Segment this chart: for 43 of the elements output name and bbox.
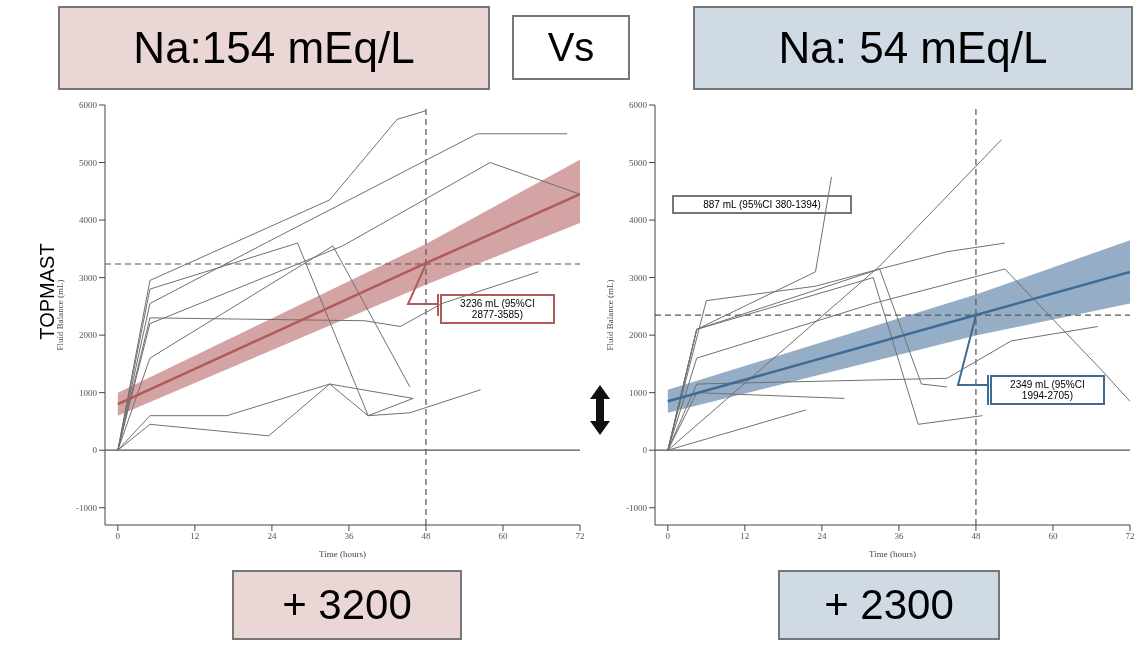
x-axis-title: Time (hours) <box>319 549 366 559</box>
annotation: 3236 mL (95%CI 2877-3585) <box>439 294 555 325</box>
x-tick-label: 24 <box>267 531 277 542</box>
y-tick-label: 5000 <box>629 157 648 168</box>
text: Vs <box>512 15 630 80</box>
x-tick-label: 12 <box>740 531 750 542</box>
y-tick-label: 6000 <box>629 100 648 111</box>
y-tick-label: -1000 <box>76 502 98 513</box>
y-tick-label: 0 <box>642 445 648 456</box>
y-tick-label: 1000 <box>79 387 98 398</box>
y-tick-label: 4000 <box>79 215 98 226</box>
x-tick-label: 24 <box>817 531 827 542</box>
y-tick-label: 1000 <box>629 387 648 398</box>
y-tick-label: 3000 <box>79 272 98 283</box>
y-tick-label: 5000 <box>79 157 98 168</box>
x-axis-title: Time (hours) <box>869 549 916 559</box>
x-tick-label: 72 <box>575 531 585 542</box>
text: + 3200 <box>232 570 462 640</box>
y-tick-label: 6000 <box>79 100 98 111</box>
text: TOPMAST <box>35 242 58 340</box>
x-tick-label: 60 <box>1048 531 1058 542</box>
y-tick-label: 4000 <box>629 215 648 226</box>
y-tick-label: 2000 <box>629 330 648 341</box>
x-tick-label: 12 <box>190 531 200 542</box>
x-tick-label: 48 <box>971 531 981 542</box>
x-tick-label: 0 <box>665 531 671 542</box>
chart-title: Na: 54 mEq/L <box>693 6 1133 90</box>
x-tick-label: 0 <box>115 531 121 542</box>
y-tick-label: 0 <box>92 445 98 456</box>
x-tick-label: 36 <box>344 531 354 542</box>
x-tick-label: 72 <box>1125 531 1135 542</box>
text: + 2300 <box>778 570 1000 640</box>
y-axis-title: Fluid Balance (mL) <box>55 279 66 351</box>
x-tick-label: 36 <box>894 531 904 542</box>
annotation: 887 mL (95%CI 380-1394) <box>672 195 852 214</box>
annotation: 2349 mL (95%CI 1994-2705) <box>989 375 1105 406</box>
chart-title: Na:154 mEq/L <box>58 6 490 90</box>
y-tick-label: 3000 <box>629 272 648 283</box>
x-tick-label: 60 <box>498 531 508 542</box>
y-tick-label: 2000 <box>79 330 98 341</box>
y-tick-label: -1000 <box>626 502 648 513</box>
y-axis-title: Fluid Balance (mL) <box>605 279 616 351</box>
x-tick-label: 48 <box>421 531 431 542</box>
